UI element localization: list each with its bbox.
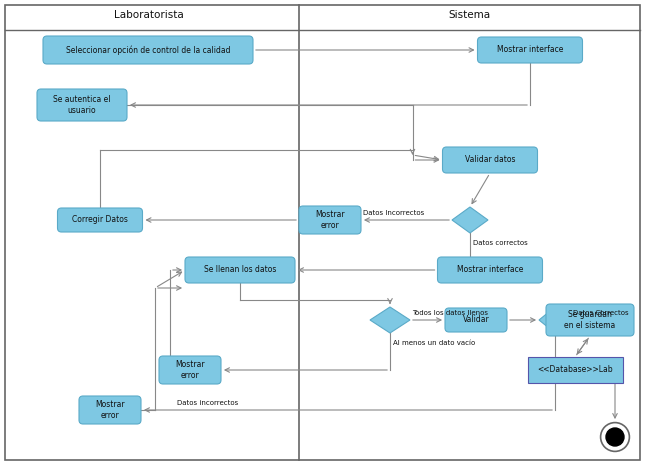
FancyBboxPatch shape	[57, 208, 143, 232]
Text: Al menos un dato vacío: Al menos un dato vacío	[393, 340, 475, 346]
Text: Validar: Validar	[462, 315, 490, 325]
Text: Datos correctos: Datos correctos	[473, 240, 528, 246]
Text: Se guardan
en el sistema: Se guardan en el sistema	[564, 310, 615, 330]
Text: Se autentica el
usuario: Se autentica el usuario	[54, 95, 111, 115]
FancyBboxPatch shape	[299, 206, 361, 234]
FancyBboxPatch shape	[442, 147, 537, 173]
Text: Se llenan los datos: Se llenan los datos	[204, 266, 276, 274]
Text: Seleccionar opción de control de la calidad: Seleccionar opción de control de la cali…	[66, 45, 230, 55]
Bar	[528, 357, 622, 383]
Text: Mostrar
error: Mostrar error	[175, 360, 205, 380]
Text: Mostrar
error: Mostrar error	[95, 400, 125, 420]
FancyBboxPatch shape	[159, 356, 221, 384]
Text: Datos incorrectos: Datos incorrectos	[177, 400, 238, 406]
FancyBboxPatch shape	[445, 308, 507, 332]
Text: Mostrar interface: Mostrar interface	[457, 266, 523, 274]
FancyBboxPatch shape	[185, 257, 295, 283]
Text: Datos Correctos: Datos Correctos	[573, 310, 629, 316]
Text: Mostrar interface: Mostrar interface	[497, 46, 563, 54]
FancyBboxPatch shape	[546, 304, 634, 336]
FancyBboxPatch shape	[79, 396, 141, 424]
FancyBboxPatch shape	[43, 36, 253, 64]
Text: Datos Incorrectos: Datos Incorrectos	[363, 210, 424, 216]
Polygon shape	[452, 207, 488, 233]
Polygon shape	[370, 307, 410, 333]
Text: Todos los datos llenos: Todos los datos llenos	[412, 310, 488, 316]
Text: Validar datos: Validar datos	[465, 155, 515, 165]
Polygon shape	[539, 307, 571, 333]
Circle shape	[606, 428, 624, 446]
Text: Sistema: Sistema	[448, 10, 490, 20]
FancyBboxPatch shape	[437, 257, 542, 283]
Text: Laboratorista: Laboratorista	[114, 10, 184, 20]
Text: Corregir Datos: Corregir Datos	[72, 215, 128, 225]
Circle shape	[600, 423, 630, 452]
FancyBboxPatch shape	[37, 89, 127, 121]
Text: <<Database>>Lab: <<Database>>Lab	[537, 365, 613, 374]
Text: Mostrar
error: Mostrar error	[315, 210, 345, 230]
FancyBboxPatch shape	[477, 37, 582, 63]
